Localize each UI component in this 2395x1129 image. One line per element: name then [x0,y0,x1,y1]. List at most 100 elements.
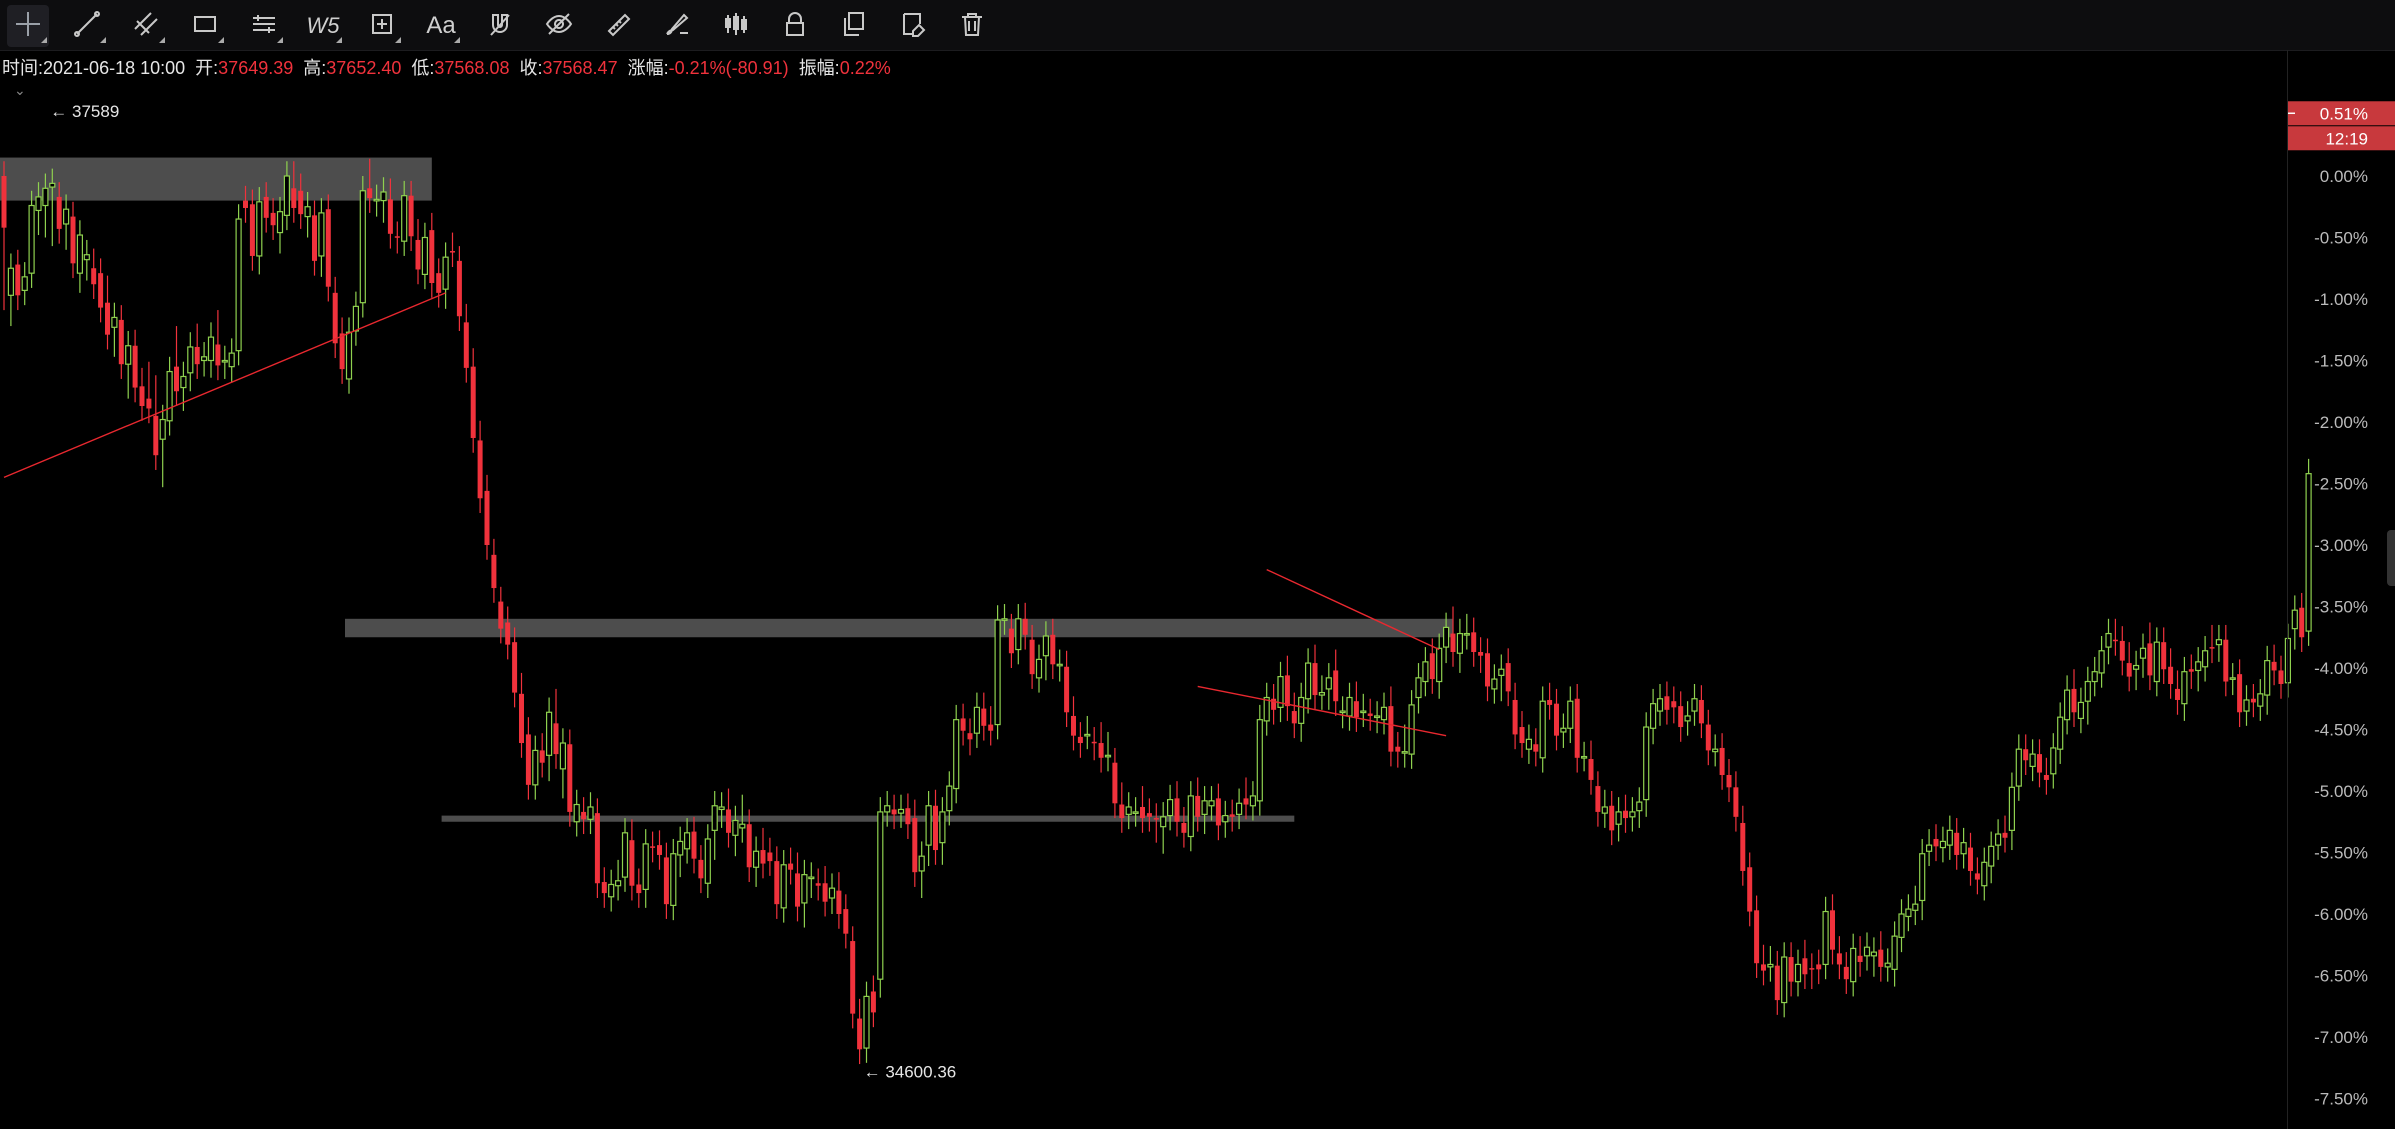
candle-body-down [2043,775,2049,780]
candle-body-down [463,322,469,368]
candle-body-up [1567,700,1574,729]
lock-tool[interactable] [774,5,816,47]
text-tool[interactable]: Aa [420,5,462,47]
candle-body-down [1,176,7,228]
trend-line-0 [3,292,446,478]
candle-body-up [559,742,567,770]
candle-body-down [636,884,642,894]
candle-body-up [925,805,932,846]
candle-body-down [263,196,269,218]
candle-body-down [1933,838,1939,847]
candle-body-up [2229,677,2236,680]
candle-body-down [325,209,331,287]
candle-body-up [718,806,725,811]
candle-body-up [1580,755,1588,759]
candle-body-up [1794,963,1802,983]
trend-line-tool[interactable] [66,5,108,47]
candle-body-up [1656,698,1664,712]
candle-body-down [1008,628,1014,654]
candle-body-up [1912,903,1919,911]
candle-body-down [2168,666,2174,684]
candle-body-down [967,733,973,740]
candle-body-down [429,230,435,284]
candle-body-up [877,811,884,980]
candle-body-up [35,196,42,212]
candle-body-down [1830,910,1835,950]
candle-body-up [352,305,359,332]
candle-body-down [1740,822,1746,871]
copy-tool[interactable] [833,5,875,47]
candle-body-down [1719,747,1725,776]
candle-body-down [2278,670,2284,684]
submenu-corner-icon [41,37,47,43]
candle-body-up [1988,845,1995,867]
candlestick-chart[interactable]: ← 37589 ← 34600.36 0.00% -0.50% -1.00% -1.50%… [0,50,2395,1129]
candle-body-up [994,619,1001,726]
horizontal-lines-icon [249,9,279,44]
candle-body-down [1291,711,1297,724]
y-tick-label: -5.00% [2314,782,2368,801]
candle-body-down [581,811,587,820]
candle-body-down [601,882,607,894]
horizontal-lines-tool[interactable] [243,5,285,47]
measure-tool[interactable] [361,5,403,47]
candle-body-down [484,490,490,545]
candle-body-up [545,711,553,756]
trend-line-2 [1197,685,1447,737]
candle-body-up [1318,691,1326,696]
brush-tool[interactable] [656,5,698,47]
candle-body-down [394,236,400,238]
candle-body-up [1132,811,1139,815]
candle-body-up [1525,738,1533,750]
candle-body-down [836,890,842,914]
parallel-channel-tool[interactable] [125,5,167,47]
candle-body-down [1395,746,1401,752]
high-annotation: ← 37589 [50,102,119,121]
candle-body-down [1029,639,1035,675]
candle-body-up [1456,632,1464,654]
candle-body-down [774,861,780,905]
text-icon: Aa [426,12,455,40]
candle-body-down [960,718,966,731]
wave-tool[interactable]: W5 [302,5,344,47]
hide-drawings-tool[interactable] [538,5,580,47]
candle-body-up [1373,715,1381,719]
y-tick-label: -7.50% [2314,1090,2368,1109]
candle-body-down [1450,633,1456,653]
crosshair-icon [13,9,43,44]
candle-body-down [249,204,255,256]
candle-body-down [1554,703,1559,736]
candle-body-down [1788,957,1794,982]
candle-body-down [567,744,573,812]
candle-body-up [642,843,649,891]
ruler-tool[interactable] [597,5,639,47]
candle-body-up [1339,710,1346,714]
crosshair-tool[interactable] [7,5,49,47]
candle-body-up [1498,668,1505,676]
candle-body-up [2257,693,2264,707]
candle-body-up [1863,946,1871,957]
y-tick-label: -6.50% [2314,967,2368,986]
candle-body-up [1822,910,1829,966]
candle-body-down [1754,910,1760,964]
collapse-chevron-icon[interactable]: ⌄ [14,82,26,98]
indicators-tool[interactable] [715,5,757,47]
wave-tool-label: W5 [306,13,340,38]
close-label: 收: [519,58,543,78]
candle-body-up [1035,658,1043,679]
candle-body-down [91,268,97,285]
resistance-zone-1 [345,618,1453,638]
candle-body-up [1298,696,1305,724]
candle-body-up [2091,671,2098,683]
edit-tool[interactable] [892,5,934,47]
side-panel-handle[interactable] [2387,530,2395,586]
candle-body-down [1271,698,1277,710]
candle-body-up [1615,811,1622,825]
candle-body-down [1574,698,1580,758]
magnet-tool[interactable] [479,5,521,47]
delete-tool[interactable] [951,5,993,47]
rectangle-tool[interactable] [184,5,226,47]
candle-body-down [525,734,531,785]
submenu-corner-icon [336,37,342,43]
candle-body-up [2105,632,2112,648]
